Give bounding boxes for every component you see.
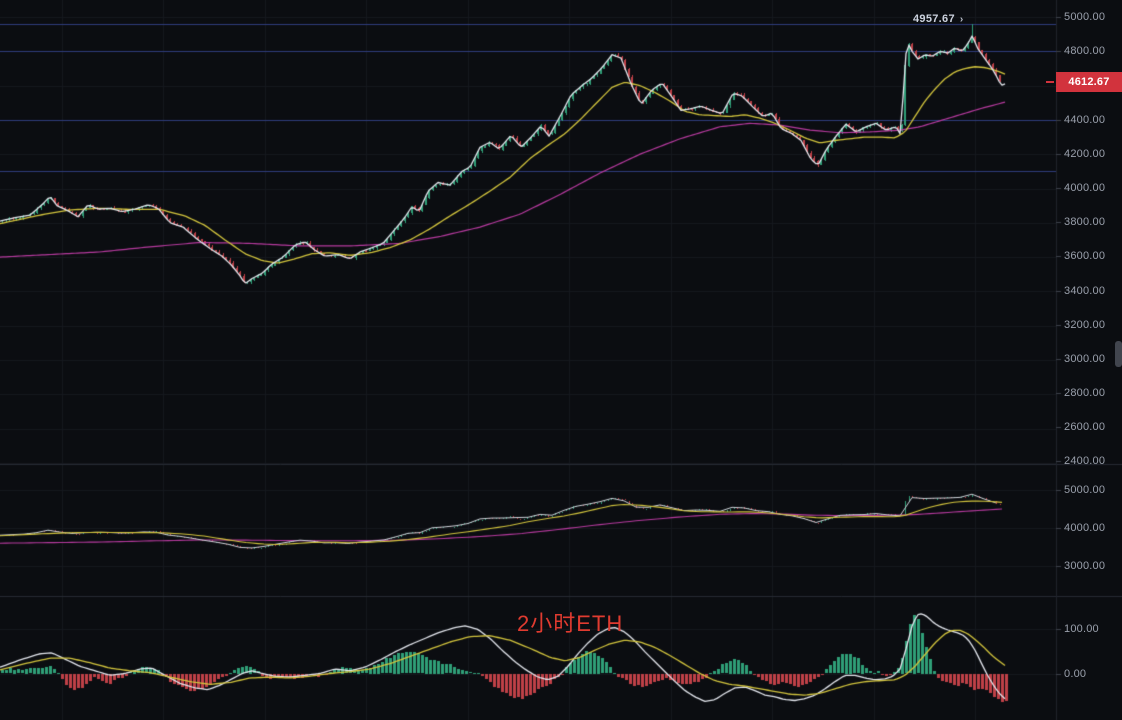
- price-axis-label: 3200.00: [1064, 319, 1106, 331]
- last-price-value: 4612.67: [1068, 76, 1110, 88]
- price-axis-label: 5000.00: [1064, 11, 1106, 23]
- price-axis-label: 4000.00: [1064, 182, 1106, 194]
- last-price-tag: 4612.67: [1056, 72, 1122, 92]
- price-level-annotation: 4957.67 ›: [913, 13, 964, 25]
- annotation-arrow-icon: ›: [959, 14, 964, 25]
- price-axis-label: 5000.00: [1064, 484, 1106, 496]
- price-axis-label: 4000.00: [1064, 522, 1106, 534]
- price-axis-label: 3600.00: [1064, 250, 1106, 262]
- annotation-value: 4957.67: [913, 13, 955, 25]
- price-axis-label: 3000.00: [1064, 353, 1106, 365]
- price-axis-label: 4400.00: [1064, 114, 1106, 126]
- last-price-tick: [1046, 81, 1054, 83]
- price-axis-label: 2400.00: [1064, 455, 1106, 467]
- price-axis-label: 3400.00: [1064, 285, 1106, 297]
- price-axis-label: 3000.00: [1064, 560, 1106, 572]
- price-axis-label: 4200.00: [1064, 148, 1106, 160]
- chart-watermark-title: 2小时ETH: [517, 611, 624, 636]
- price-axis-label: 100.00: [1064, 623, 1099, 635]
- scrollbar-thumb[interactable]: [1115, 341, 1122, 367]
- price-axis-label: 3800.00: [1064, 216, 1106, 228]
- price-axis-label: 0.00: [1064, 668, 1087, 680]
- price-axis-label: 2600.00: [1064, 421, 1106, 433]
- price-axis-label: 2800.00: [1064, 387, 1106, 399]
- price-axis-label: 4800.00: [1064, 45, 1106, 57]
